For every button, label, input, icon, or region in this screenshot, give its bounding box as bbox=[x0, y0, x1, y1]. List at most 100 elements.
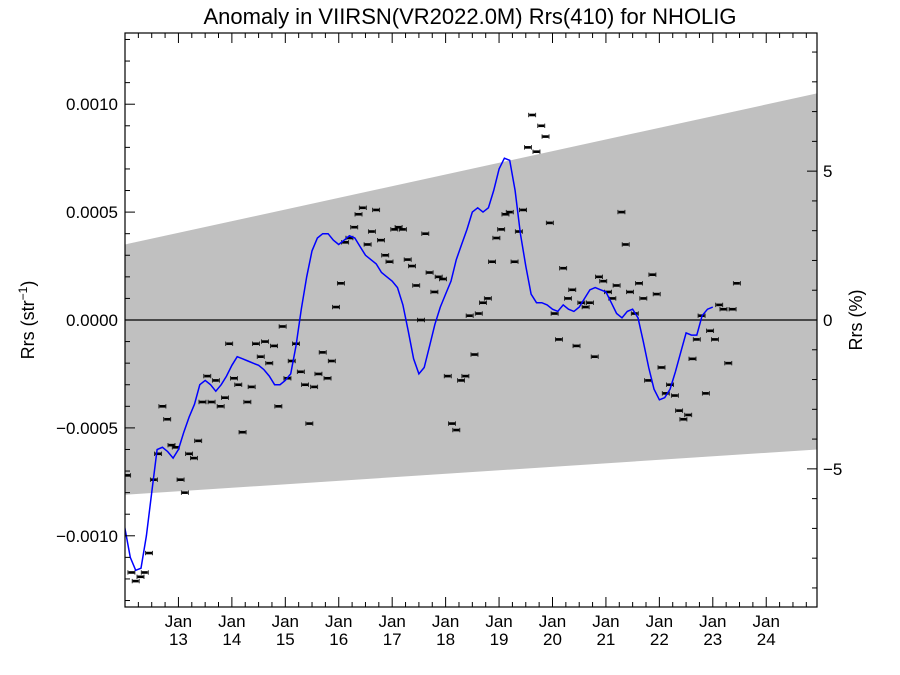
y-axis-label-superscript: −1 bbox=[16, 286, 30, 300]
x-tick-month: Jan bbox=[753, 612, 780, 631]
data-point bbox=[332, 304, 340, 310]
data-point-marker bbox=[444, 374, 451, 378]
data-point bbox=[541, 134, 550, 139]
data-point bbox=[221, 395, 229, 400]
data-point bbox=[367, 229, 376, 234]
data-point-marker bbox=[275, 405, 282, 408]
data-point-marker bbox=[279, 325, 286, 328]
data-point bbox=[247, 384, 256, 390]
data-point-marker bbox=[671, 394, 678, 397]
data-point bbox=[430, 289, 439, 295]
data-point-marker bbox=[159, 405, 166, 408]
data-point bbox=[545, 220, 554, 226]
data-point bbox=[706, 328, 715, 333]
data-point-marker bbox=[364, 243, 371, 246]
data-point-marker bbox=[248, 385, 255, 389]
data-point-marker bbox=[377, 238, 384, 242]
left-y-axis: 0.0010 0.0005 0.0000 −0.0005 −0.0010 bbox=[56, 38, 135, 602]
data-point-marker bbox=[190, 456, 197, 460]
data-point-marker bbox=[685, 413, 692, 417]
data-point-marker bbox=[199, 400, 206, 404]
data-point bbox=[724, 360, 733, 366]
data-point-marker bbox=[555, 338, 562, 341]
x-tick-month: Jan bbox=[165, 612, 192, 631]
data-point-marker bbox=[693, 338, 700, 341]
data-point-marker bbox=[515, 230, 522, 233]
data-point-marker bbox=[266, 361, 273, 365]
data-point bbox=[657, 365, 666, 370]
data-point bbox=[327, 358, 336, 364]
data-point-marker bbox=[164, 417, 171, 421]
data-point-marker bbox=[195, 439, 202, 443]
data-point bbox=[358, 205, 367, 210]
data-point-marker bbox=[471, 353, 478, 356]
data-point bbox=[719, 307, 728, 312]
data-point-marker bbox=[177, 478, 184, 481]
data-point bbox=[216, 404, 225, 409]
data-point bbox=[163, 417, 172, 422]
x-tick-month: Jan bbox=[272, 612, 299, 631]
data-point-marker bbox=[132, 579, 139, 583]
data-point-marker bbox=[404, 258, 411, 261]
data-point-marker bbox=[306, 422, 313, 425]
data-point-marker bbox=[262, 340, 269, 343]
data-point bbox=[585, 300, 594, 305]
data-point bbox=[154, 451, 163, 456]
data-point-marker bbox=[560, 266, 567, 270]
data-point-marker bbox=[493, 236, 500, 240]
data-point bbox=[452, 427, 461, 433]
data-point-marker bbox=[418, 318, 425, 322]
data-point bbox=[448, 421, 456, 426]
data-point-marker bbox=[231, 376, 238, 380]
data-point bbox=[497, 227, 506, 232]
y-tick-label: 0.0010 bbox=[66, 95, 118, 114]
data-point bbox=[555, 337, 563, 342]
data-point bbox=[492, 235, 501, 241]
data-point bbox=[528, 112, 537, 118]
data-point bbox=[136, 574, 145, 579]
data-point bbox=[457, 378, 466, 383]
data-point-marker bbox=[435, 275, 442, 279]
data-point-marker bbox=[399, 228, 406, 231]
data-point-marker bbox=[146, 551, 153, 555]
data-point bbox=[559, 266, 568, 271]
data-point-marker bbox=[137, 575, 144, 579]
data-point-marker bbox=[382, 253, 389, 257]
data-point-marker bbox=[271, 344, 278, 348]
data-point-marker bbox=[489, 260, 496, 264]
data-point-marker bbox=[458, 379, 465, 382]
data-point bbox=[261, 339, 269, 344]
data-point bbox=[711, 337, 719, 342]
data-point-marker bbox=[439, 277, 446, 281]
data-point bbox=[572, 343, 581, 349]
data-point bbox=[666, 382, 674, 387]
data-point-marker bbox=[181, 491, 188, 494]
data-point bbox=[684, 412, 693, 418]
data-point-marker bbox=[319, 351, 326, 354]
data-point bbox=[230, 376, 238, 381]
data-point-marker bbox=[662, 392, 669, 395]
x-axis: Jan13Jan14Jan15Jan16Jan17Jan18Jan19Jan20… bbox=[124, 33, 807, 649]
data-point bbox=[635, 281, 643, 286]
data-point-marker bbox=[729, 307, 736, 311]
data-point-marker bbox=[359, 206, 366, 210]
chart-title: Anomaly in VIIRSN(VR2022.0M) Rrs(410) fo… bbox=[203, 4, 736, 29]
data-point-marker bbox=[324, 376, 331, 380]
data-point-marker bbox=[235, 383, 242, 387]
data-point bbox=[425, 270, 434, 275]
data-point-marker bbox=[498, 228, 505, 231]
data-point bbox=[670, 393, 679, 398]
data-point-marker bbox=[640, 297, 647, 300]
data-point-marker bbox=[551, 312, 558, 315]
data-point bbox=[532, 149, 541, 154]
data-point bbox=[350, 225, 359, 230]
data-point bbox=[483, 296, 492, 301]
right-y-axis: 5 0 −5 bbox=[807, 51, 842, 589]
data-point bbox=[131, 578, 140, 584]
data-point-marker bbox=[622, 243, 629, 246]
data-point bbox=[461, 373, 470, 379]
data-point bbox=[203, 373, 212, 379]
data-point bbox=[479, 300, 487, 305]
smoothed-anomaly-line bbox=[125, 157, 714, 572]
data-point-marker bbox=[506, 210, 513, 214]
